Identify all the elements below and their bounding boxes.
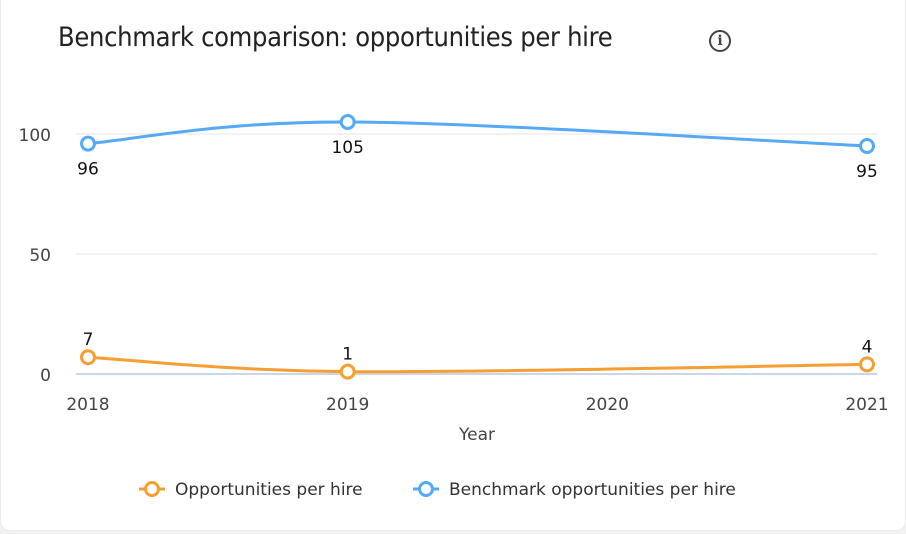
data-label: 105	[331, 138, 363, 158]
legend-label: Opportunities per hire	[175, 480, 363, 500]
legend-marker	[144, 481, 160, 497]
data-label: 4	[862, 337, 873, 357]
legend-item[interactable]: Benchmark opportunities per hire	[413, 480, 736, 500]
data-label: 7	[83, 330, 94, 350]
series-line	[87, 355, 868, 374]
data-point	[859, 138, 875, 154]
x-axis-label: Year	[458, 425, 495, 445]
data-label: 95	[856, 162, 878, 182]
y-tick-label: 100	[19, 126, 51, 146]
legend-item[interactable]: Opportunities per hire	[139, 480, 363, 500]
x-tick-label: 2018	[66, 395, 109, 415]
data-point	[339, 114, 356, 130]
chart-title: Benchmark comparison: opportunities per …	[58, 22, 613, 53]
info-icon[interactable]: i	[709, 30, 731, 52]
y-tick-label: 0	[40, 366, 51, 386]
data-label: 96	[77, 160, 99, 180]
data-label: 1	[342, 345, 353, 365]
data-point	[859, 356, 875, 373]
x-tick-label: 2020	[586, 395, 629, 415]
series-line	[87, 120, 868, 148]
legend-marker	[418, 481, 434, 497]
data-point	[339, 363, 356, 380]
data-point	[80, 349, 96, 366]
y-tick-label: 50	[29, 246, 51, 266]
data-point	[80, 135, 96, 152]
legend-label: Benchmark opportunities per hire	[449, 480, 736, 500]
x-tick-label: 2021	[845, 395, 888, 415]
x-tick-label: 2019	[326, 395, 369, 415]
